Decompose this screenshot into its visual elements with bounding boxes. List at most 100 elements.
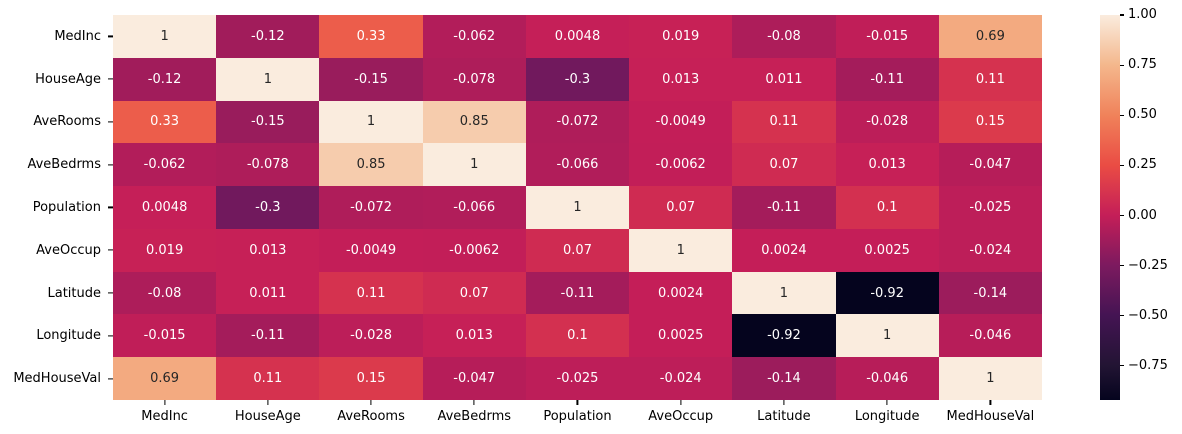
x-axis-col: Longitude	[836, 400, 939, 430]
cell-value: 0.011	[765, 71, 803, 87]
cell-value: 0.85	[356, 157, 386, 173]
heatmap-cell: 0.019	[113, 228, 217, 272]
cell-value: -0.072	[556, 114, 599, 130]
colorbar-tick-label: 0.25	[1128, 157, 1157, 173]
cell-value: -0.025	[556, 371, 599, 387]
heatmap-cell: 0.07	[629, 186, 733, 229]
y-axis-row: AveRooms	[0, 101, 113, 144]
cell-value: 1	[779, 285, 789, 301]
heatmap-cell: -0.08	[732, 15, 836, 58]
colorbar-tick-mark	[1120, 365, 1124, 367]
heatmap-cell: 1	[422, 143, 526, 187]
heatmap-cell: -0.12	[113, 57, 217, 101]
heatmap-cell: 0.013	[835, 143, 939, 187]
heatmap-cell: -0.078	[216, 143, 320, 187]
x-axis: MedInc HouseAge AveRooms AveBedrms Populatio…	[113, 400, 1042, 430]
y-tick-label: MedInc	[54, 28, 101, 44]
cell-value: 1	[366, 114, 376, 130]
y-axis-row: AveOccup	[0, 229, 113, 272]
cell-value: -0.047	[969, 157, 1012, 173]
cell-value: -0.072	[350, 199, 392, 215]
heatmap-cell: -0.015	[835, 15, 939, 58]
cell-value: 0.011	[249, 285, 287, 301]
y-tick-label: AveOccup	[36, 242, 101, 258]
x-tick-label: Population	[543, 409, 612, 424]
cell-value: -0.046	[866, 371, 909, 387]
cell-value: 0.0048	[141, 199, 188, 215]
cell-value: 0.013	[249, 242, 287, 258]
cell-value: 0.69	[150, 371, 180, 387]
cell-value: -0.047	[453, 371, 496, 387]
heatmap-cell: -0.066	[422, 186, 526, 229]
heatmap-cell: 0.15	[319, 357, 423, 400]
heatmap-cell: -0.0062	[629, 143, 733, 187]
x-tick-mark	[886, 400, 888, 405]
y-axis-row: Population	[0, 186, 113, 229]
colorbar-tick-label: 0.50	[1128, 107, 1157, 123]
x-tick-label: HouseAge	[234, 409, 301, 424]
cell-value: 1	[676, 242, 685, 258]
heatmap-cell: 0.33	[113, 100, 217, 144]
heatmap-cell: 0.013	[629, 57, 733, 101]
heatmap-cell: -0.11	[835, 57, 939, 101]
heatmap-cell: 0.69	[938, 15, 1042, 58]
cell-value: -0.0049	[345, 242, 397, 258]
heatmap-cell: 0.07	[732, 143, 836, 187]
y-tick-mark	[108, 164, 113, 166]
y-tick-mark	[108, 206, 113, 209]
y-tick-label: Latitude	[47, 285, 101, 301]
x-axis-col: MedHouseVal	[939, 400, 1042, 430]
y-tick-mark	[108, 35, 113, 37]
heatmap-cell: -0.024	[938, 228, 1042, 272]
x-tick-mark	[164, 400, 166, 405]
x-tick-label: MedHouseVal	[946, 409, 1035, 424]
heatmap-cell: 0.0024	[732, 228, 836, 272]
heatmap-cell: -0.062	[113, 143, 217, 187]
cell-value: 0.0024	[657, 285, 704, 301]
heatmap-cell: -0.078	[422, 57, 526, 101]
cell-value: -0.066	[453, 199, 496, 215]
cell-value: 0.0024	[761, 242, 807, 258]
x-tick-mark	[783, 400, 785, 405]
heatmap-cell: 0.0024	[629, 271, 733, 315]
heatmap-cell: 1	[525, 186, 630, 229]
heatmap-cell: 0.11	[732, 100, 836, 144]
cell-value: -0.11	[767, 199, 801, 215]
heatmap-cell: -0.015	[113, 314, 217, 358]
heatmap-cell: 0.1	[525, 314, 630, 358]
cell-value: -0.12	[147, 71, 182, 87]
y-tick-label: Population	[32, 199, 101, 215]
heatmap-cell: -0.028	[835, 100, 939, 144]
cell-value: 0.013	[662, 71, 700, 87]
colorbar-tick-label: 0.75	[1128, 57, 1157, 73]
x-tick-label: MedInc	[141, 409, 188, 424]
cell-value: 1	[470, 157, 479, 173]
heatmap-cell: -0.3	[525, 57, 630, 101]
x-axis-col: AveOccup	[629, 400, 732, 430]
heatmap-cell: 0.33	[319, 15, 423, 58]
y-tick-label: HouseAge	[35, 71, 101, 87]
cell-value: 0.69	[975, 28, 1005, 44]
y-tick-label: MedHouseVal	[13, 371, 101, 387]
heatmap-cell: 1	[216, 57, 320, 101]
heatmap-cell: -0.047	[422, 357, 526, 400]
colorbar-tick-mark	[1120, 114, 1124, 116]
heatmap-cell: -0.046	[938, 314, 1042, 358]
heatmap-cell: 0.11	[216, 357, 320, 400]
colorbar-tick-label: 0.00	[1128, 207, 1157, 223]
heatmap-cell: -0.08	[113, 271, 217, 315]
y-tick-mark	[108, 335, 113, 337]
cell-value: -0.14	[767, 371, 801, 387]
cell-value: 0.019	[662, 28, 700, 44]
heatmap-grid: 1 -0.12 0.33 -0.062 0.0048 0.019 -0.08 -0.015 0.…	[113, 15, 1042, 400]
heatmap-cell: -0.3	[216, 186, 320, 229]
heatmap-cell: -0.92	[732, 314, 836, 358]
cell-value: -0.024	[659, 371, 702, 387]
heatmap-cell: 0.85	[319, 143, 423, 187]
cell-value: -0.078	[246, 157, 289, 173]
heatmap-cell: 0.15	[938, 100, 1042, 144]
heatmap-cell: -0.15	[216, 100, 320, 144]
cell-value: -0.3	[564, 71, 591, 87]
colorbar-tick-mark	[1120, 14, 1124, 16]
heatmap-cell: 1	[319, 100, 423, 144]
